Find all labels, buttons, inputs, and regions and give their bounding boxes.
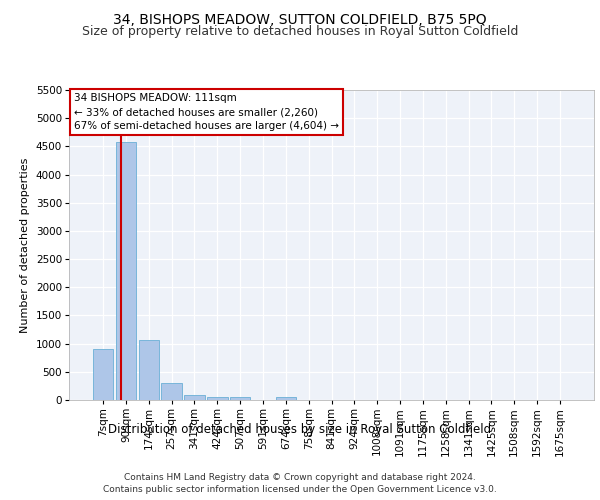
Text: Contains public sector information licensed under the Open Government Licence v3: Contains public sector information licen…	[103, 485, 497, 494]
Bar	[116, 142, 136, 400]
Bar	[207, 396, 227, 400]
Text: Size of property relative to detached houses in Royal Sutton Coldfield: Size of property relative to detached ho…	[82, 25, 518, 38]
Bar	[275, 397, 296, 400]
Text: 34, BISHOPS MEADOW, SUTTON COLDFIELD, B75 5PQ: 34, BISHOPS MEADOW, SUTTON COLDFIELD, B7…	[113, 12, 487, 26]
Text: Distribution of detached houses by size in Royal Sutton Coldfield: Distribution of detached houses by size …	[109, 422, 491, 436]
Text: Contains HM Land Registry data © Crown copyright and database right 2024.: Contains HM Land Registry data © Crown c…	[124, 472, 476, 482]
Bar	[93, 350, 113, 400]
Bar	[139, 340, 159, 400]
Bar	[230, 397, 250, 400]
Bar	[184, 396, 205, 400]
Bar	[161, 384, 182, 400]
Y-axis label: Number of detached properties: Number of detached properties	[20, 158, 30, 332]
Text: 34 BISHOPS MEADOW: 111sqm
← 33% of detached houses are smaller (2,260)
67% of se: 34 BISHOPS MEADOW: 111sqm ← 33% of detac…	[74, 93, 339, 131]
